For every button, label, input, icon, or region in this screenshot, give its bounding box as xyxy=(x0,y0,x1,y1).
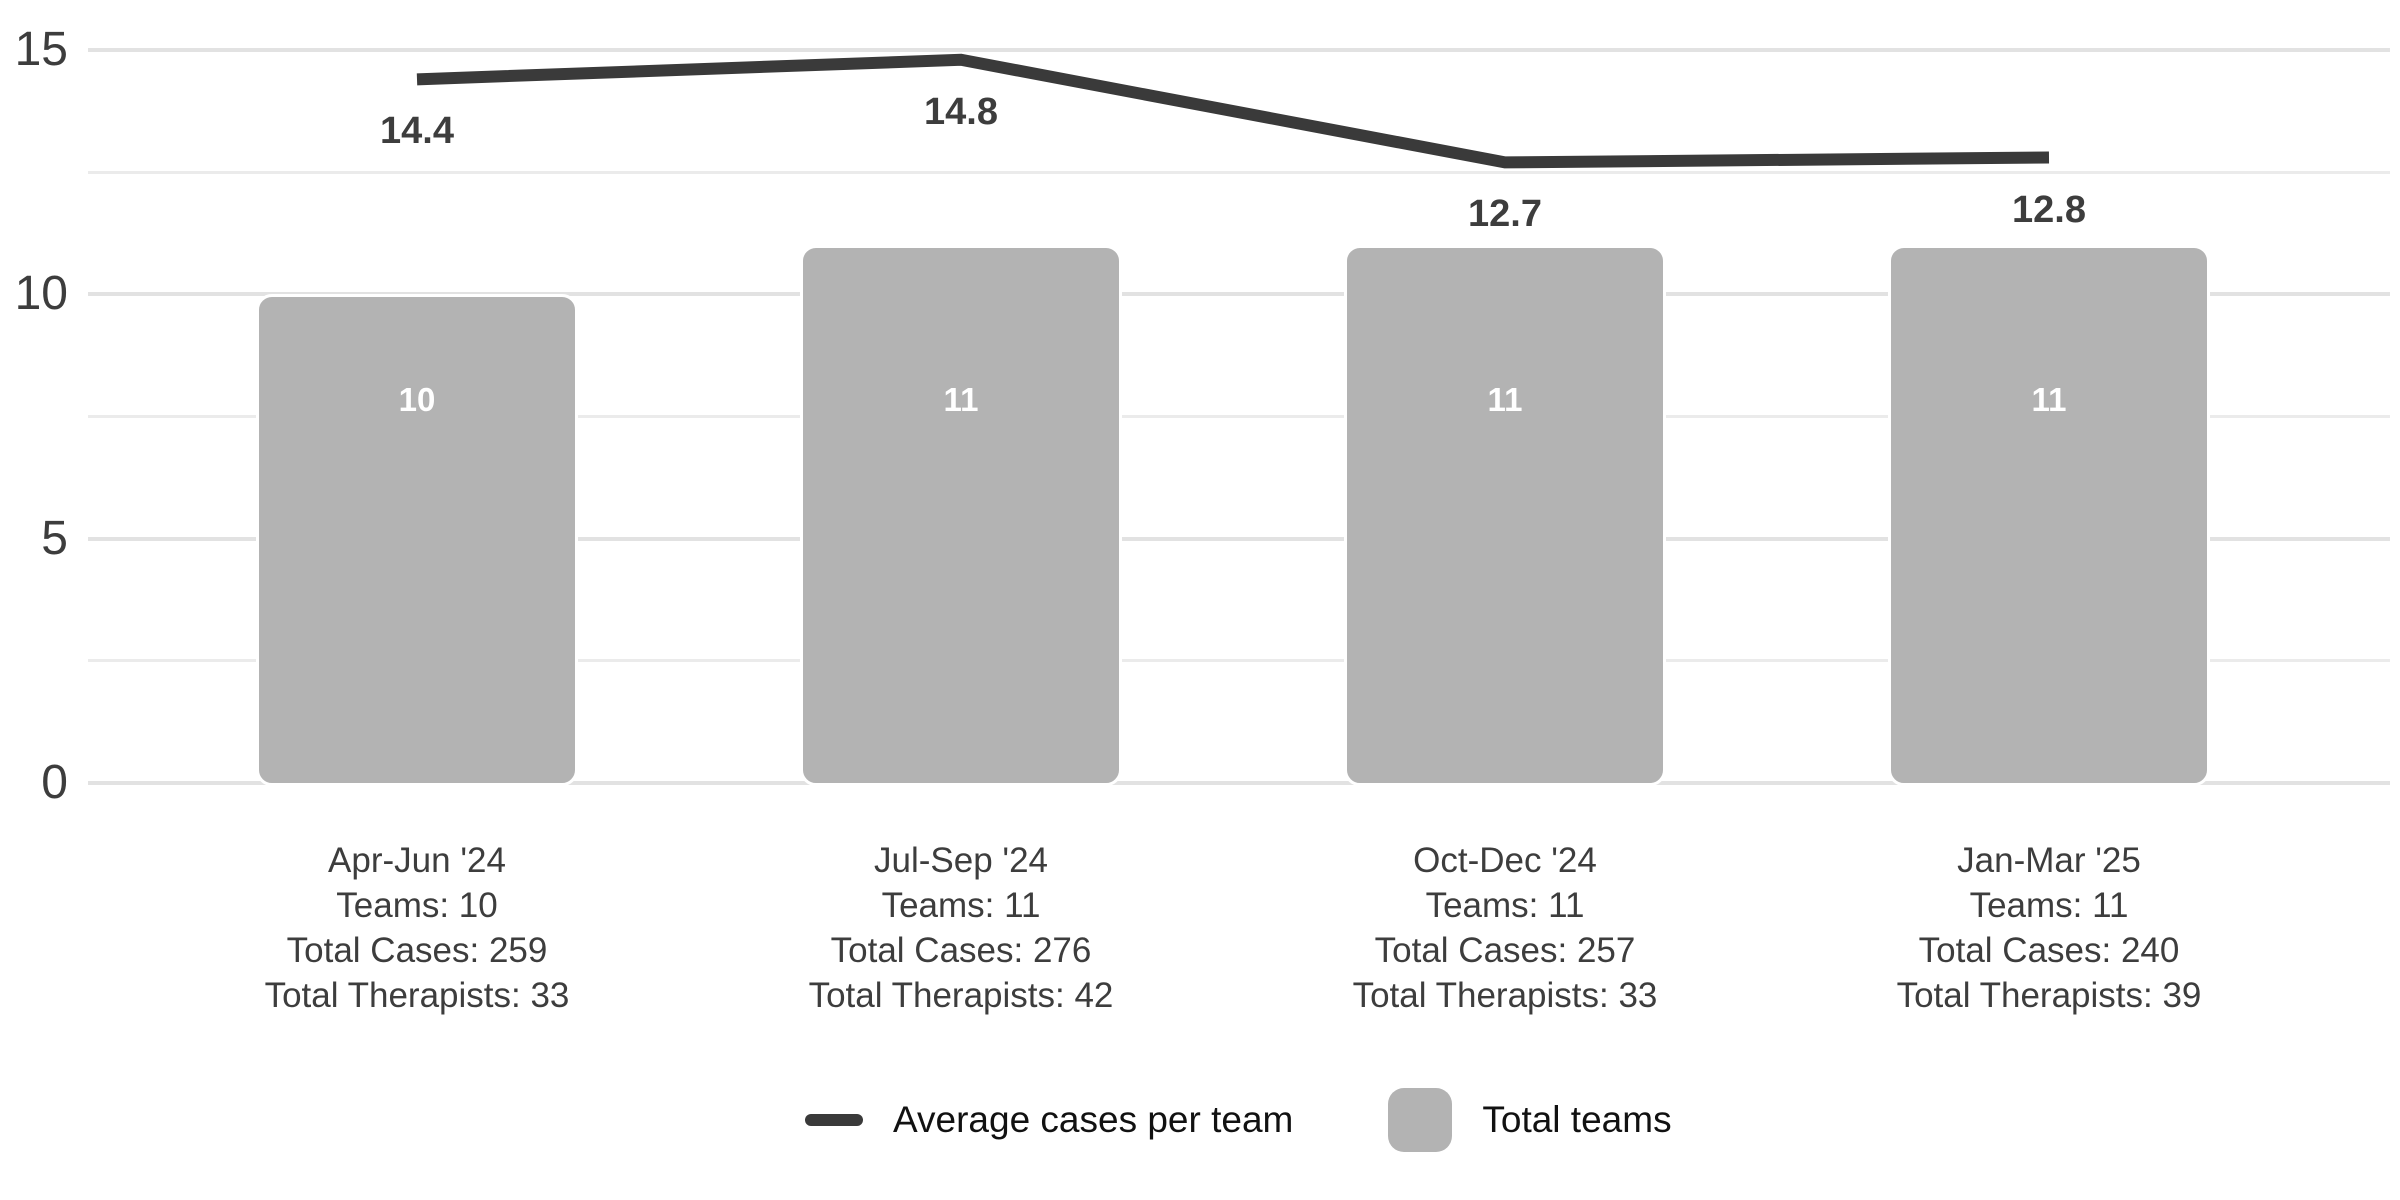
x-axis-detail-line: Total Cases: 257 xyxy=(1374,931,1636,970)
legend-item-total-teams[interactable]: Total teams xyxy=(1388,1088,1672,1152)
x-axis-category: Jul-Sep '24 xyxy=(873,841,1048,880)
gridline-major-5 xyxy=(88,536,2390,541)
x-axis-detail-line: Teams: 11 xyxy=(1425,886,1585,925)
y-axis-tick-label-15: 15 xyxy=(14,23,68,76)
x-axis-detail-line: Total Therapists: 33 xyxy=(1352,976,1658,1015)
x-axis-category: Apr-Jun '24 xyxy=(328,841,506,880)
line-point-label: 14.8 xyxy=(924,90,998,133)
gridline-major-0 xyxy=(88,781,2390,785)
legend-label-total-teams: Total teams xyxy=(1482,1099,1672,1140)
gridline-minor-12.5 xyxy=(88,170,2390,174)
gridline-minor-7.5 xyxy=(88,415,2390,418)
gridline-major-10 xyxy=(88,292,2390,297)
x-axis-category: Jan-Mar '25 xyxy=(1957,841,2141,880)
x-axis-detail-line: Teams: 11 xyxy=(1969,886,2129,925)
y-axis-tick-label-0: 0 xyxy=(41,756,68,809)
x-axis-label-Oct-Dec '24: Oct-Dec '24 Teams: 11 Total Cases: 257 Tota… xyxy=(1255,838,1755,1018)
x-axis-label-Apr-Jun '24: Apr-Jun '24 Teams: 10 Total Cases: 259 Tota… xyxy=(167,838,667,1018)
bar-value-label: 11 xyxy=(1487,381,1523,418)
line-point-label: 14.4 xyxy=(380,110,454,153)
x-axis-detail-line: Teams: 11 xyxy=(881,886,1041,925)
x-axis-label-Jan-Mar '25: Jan-Mar '25 Teams: 11 Total Cases: 240 Tota… xyxy=(1799,838,2299,1018)
bar-value-label: 10 xyxy=(398,381,436,418)
line-point-label: 12.7 xyxy=(1468,193,1542,236)
bar-Oct-Dec '24 xyxy=(1344,245,1666,786)
bar-Jul-Sep '24 xyxy=(800,245,1122,786)
line-point-label: 12.8 xyxy=(2012,188,2086,231)
y-axis-tick-label-10: 10 xyxy=(14,267,68,321)
legend-label-average-cases-per-team: Average cases per team xyxy=(893,1099,1294,1140)
y-axis-tick-label-5: 5 xyxy=(41,511,68,565)
x-axis-detail-line: Total Therapists: 39 xyxy=(1896,976,2202,1015)
x-axis-category: Oct-Dec '24 xyxy=(1413,841,1597,880)
average-cases-line xyxy=(416,53,2050,169)
bar-Jan-Mar '25 xyxy=(1888,245,2210,786)
x-axis-detail-line: Total Therapists: 33 xyxy=(264,976,570,1015)
bar-value-label: 11 xyxy=(2031,381,2067,418)
gridline-major-15 xyxy=(88,48,2390,52)
bar-Apr-Jun '24 xyxy=(256,294,578,786)
legend: Average cases per team Total teams xyxy=(805,1086,1672,1154)
bar-value-label: 11 xyxy=(943,381,979,418)
legend-bar-swatch-icon xyxy=(1388,1088,1453,1152)
x-axis-detail-line: Total Cases: 259 xyxy=(286,931,548,970)
x-axis-detail-line: Total Cases: 240 xyxy=(1918,931,2180,970)
x-axis-detail-line: Teams: 10 xyxy=(336,886,498,925)
x-axis-label-Jul-Sep '24: Jul-Sep '24 Teams: 11 Total Cases: 276 Tota… xyxy=(711,838,1211,1018)
gridline-minor-2.5 xyxy=(88,659,2390,663)
x-axis-detail-line: Total Therapists: 42 xyxy=(808,976,1114,1015)
legend-line-swatch-icon xyxy=(805,1114,863,1126)
x-axis-detail-line: Total Cases: 276 xyxy=(830,931,1092,970)
legend-item-average-cases-per-team[interactable]: Average cases per team xyxy=(805,1096,1293,1144)
